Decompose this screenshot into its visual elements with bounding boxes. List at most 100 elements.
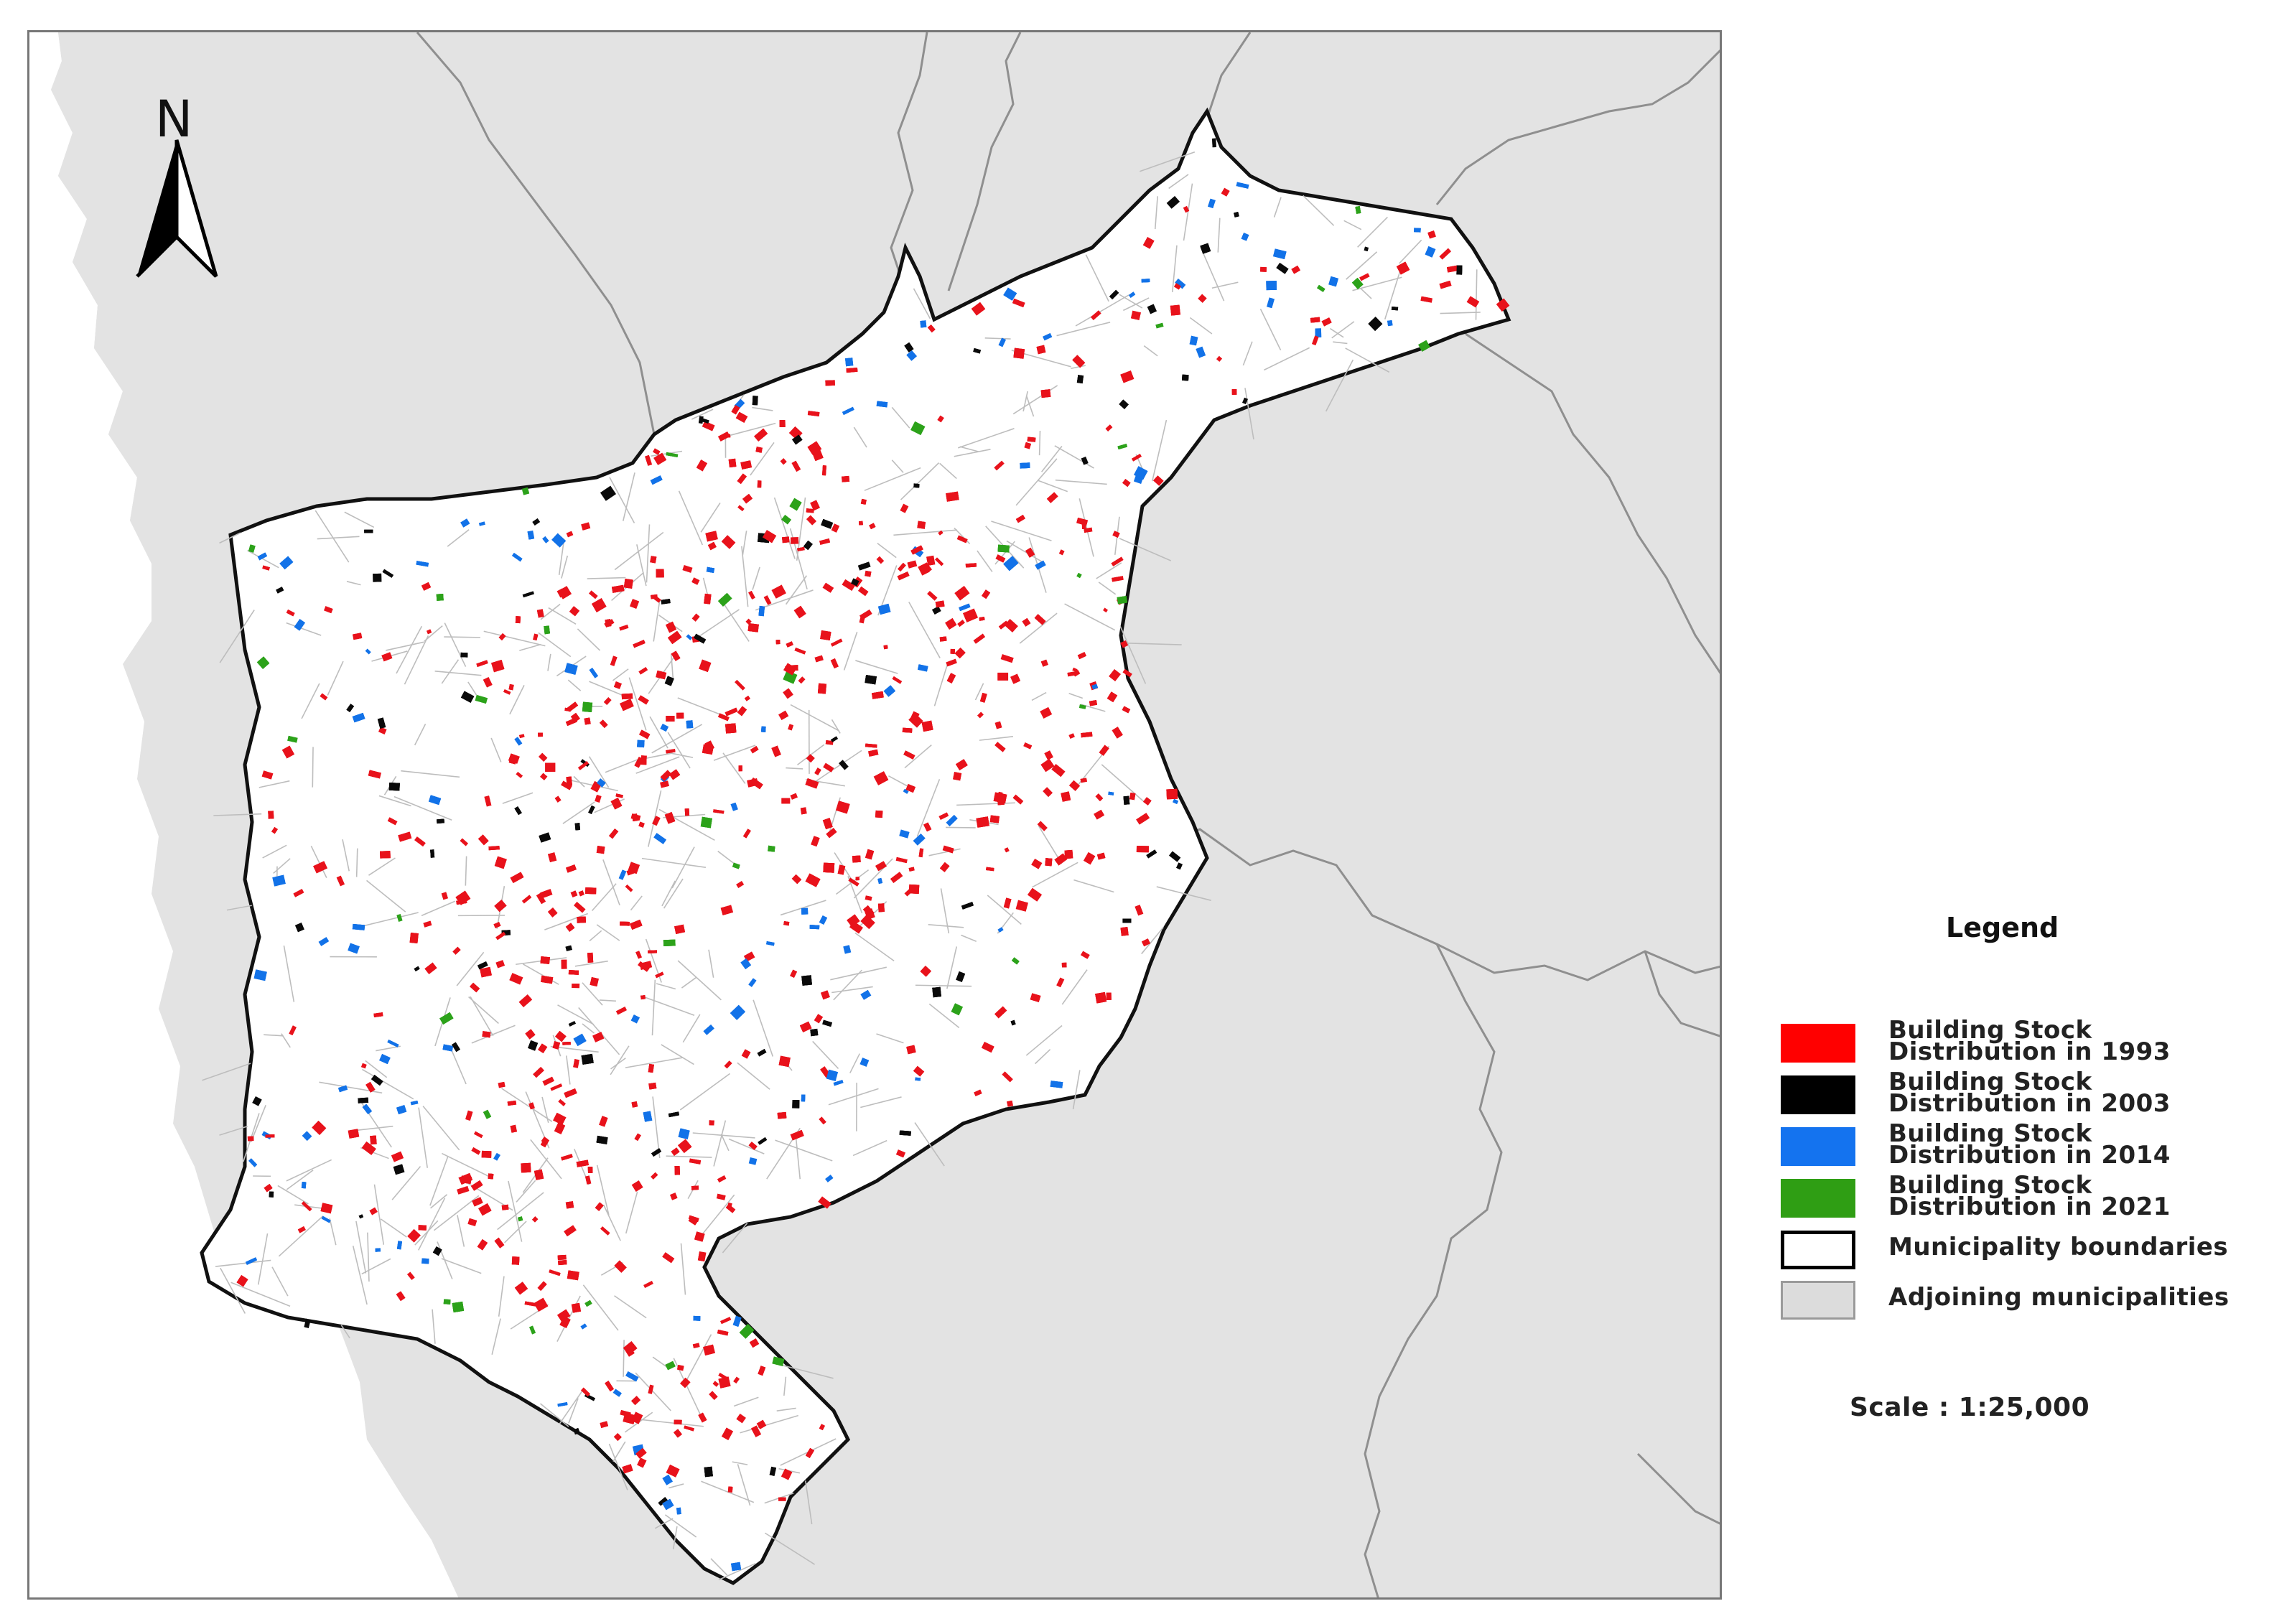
building-footprint (643, 1281, 653, 1288)
building-footprint (862, 905, 875, 918)
building-footprint (946, 673, 956, 683)
building-footprint (253, 969, 267, 981)
street-segment (450, 1049, 467, 1085)
street-segment (1244, 388, 1254, 440)
street-segment (588, 756, 610, 788)
building-footprint (917, 521, 926, 529)
building-footprint (407, 1229, 421, 1243)
building-footprint (993, 792, 1007, 803)
building-footprint (1064, 849, 1073, 859)
building-footprint (772, 1356, 785, 1366)
street-segment (928, 848, 961, 857)
building-footprint (1141, 279, 1150, 283)
street-segment (557, 1004, 595, 1025)
building-footprint (248, 1158, 258, 1167)
building-footprint (877, 877, 883, 885)
building-footprint (264, 1183, 273, 1193)
street-segment (329, 1218, 337, 1246)
building-footprint (1023, 742, 1033, 750)
street-segment (317, 536, 360, 540)
building-footprint (926, 555, 936, 566)
building-footprint (600, 1226, 610, 1236)
street-segment (568, 1398, 579, 1424)
building-footprint (474, 1131, 483, 1139)
building-footprint (982, 589, 991, 599)
building-footprint (1176, 862, 1183, 870)
building-footprint (653, 448, 661, 455)
building-footprint (615, 1007, 627, 1015)
building-footprint (476, 660, 488, 667)
street-segment (355, 1221, 367, 1274)
map-frame: N (27, 30, 1722, 1600)
building-footprint (439, 1012, 454, 1025)
street-segment (558, 538, 565, 575)
building-footprint (873, 771, 889, 785)
building-footprint (907, 560, 918, 569)
building-footprint (973, 633, 985, 644)
building-footprint (568, 970, 579, 975)
building-footprint (519, 734, 525, 739)
street-segment (509, 685, 525, 715)
building-footprint (716, 1193, 726, 1200)
building-footprint (995, 554, 1006, 563)
building-footprint (460, 652, 468, 658)
building-footprint (822, 582, 834, 593)
building-footprint (799, 1021, 812, 1032)
building-footprint (600, 1421, 609, 1428)
street-segment (362, 1068, 414, 1100)
building-footprint (790, 1129, 804, 1141)
building-footprint (955, 759, 968, 770)
building-footprint (718, 713, 730, 722)
street-segment (262, 844, 287, 859)
street-segment (750, 442, 775, 476)
street-segment (741, 546, 749, 607)
building-footprint (639, 961, 653, 970)
street-segment (933, 662, 949, 706)
building-footprint (460, 838, 468, 846)
street-segment (630, 895, 643, 911)
building-footprint (471, 1147, 481, 1155)
building-footprint (578, 890, 584, 897)
street-segment (678, 490, 704, 546)
street-segment (219, 1125, 248, 1136)
building-footprint (1027, 437, 1036, 442)
building-footprint (842, 406, 854, 415)
building-footprint (1122, 479, 1131, 487)
building-footprint (421, 1258, 429, 1264)
building-footprint (1396, 261, 1410, 275)
building-footprint (648, 1063, 654, 1073)
street-segment (677, 960, 722, 1001)
building-footprint (837, 864, 846, 875)
street-segment (640, 995, 695, 1016)
building-footprint (678, 1128, 690, 1139)
building-footprint (561, 959, 567, 969)
building-footprint (592, 598, 607, 612)
building-footprint (1076, 517, 1089, 526)
building-footprint (915, 1077, 921, 1081)
building-footprint (1040, 389, 1051, 398)
building-footprint (855, 877, 859, 881)
building-footprint (821, 465, 826, 476)
street-segment (683, 1334, 712, 1387)
building-footprint (1134, 466, 1148, 480)
street-segment (582, 1023, 595, 1034)
building-footprint (807, 411, 820, 416)
street-segment (470, 996, 494, 1037)
street-segment (635, 756, 680, 774)
building-footprint (550, 1083, 563, 1091)
building-footprint (1143, 797, 1152, 806)
building-footprint (842, 475, 850, 482)
building-footprint (1003, 287, 1017, 301)
building-footprint (558, 586, 572, 599)
building-footprint (688, 1215, 699, 1222)
street-segment (1154, 196, 1158, 230)
building-footprint (1122, 706, 1131, 714)
building-footprint (748, 978, 757, 987)
street-segment (418, 1198, 446, 1251)
building-footprint (961, 902, 974, 910)
coastal-strip (29, 32, 459, 1597)
building-footprint (614, 1260, 627, 1273)
street-segment (928, 1003, 960, 1029)
building-footprint (410, 1100, 419, 1106)
building-footprint (705, 531, 718, 542)
